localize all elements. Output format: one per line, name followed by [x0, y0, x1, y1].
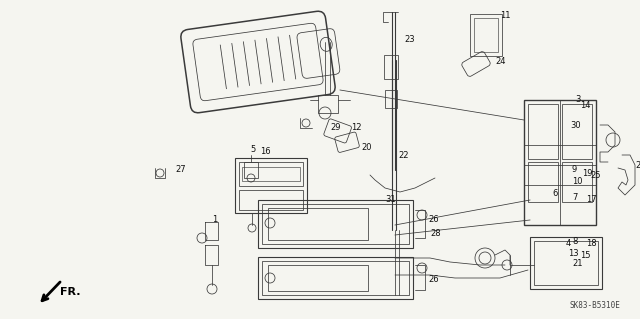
- Text: 25: 25: [590, 170, 600, 180]
- Text: 26: 26: [428, 276, 438, 285]
- Bar: [384, 55, 398, 79]
- Bar: [239, 162, 303, 186]
- Text: 23: 23: [404, 35, 415, 44]
- Bar: [528, 104, 558, 159]
- Text: 8: 8: [572, 238, 577, 247]
- Bar: [239, 190, 303, 210]
- Text: 22: 22: [398, 151, 408, 160]
- Text: 28: 28: [430, 229, 440, 239]
- Bar: [262, 261, 409, 295]
- Bar: [258, 257, 413, 299]
- Bar: [562, 104, 592, 159]
- Text: 31: 31: [385, 196, 396, 204]
- Text: 17: 17: [586, 196, 596, 204]
- Text: 2: 2: [635, 160, 640, 169]
- Bar: [268, 265, 368, 291]
- Bar: [470, 14, 502, 56]
- Text: 14: 14: [580, 101, 591, 110]
- Bar: [258, 200, 413, 248]
- Text: 20: 20: [361, 144, 371, 152]
- Text: 11: 11: [500, 11, 511, 19]
- Bar: [562, 162, 592, 202]
- Text: FR.: FR.: [60, 287, 81, 297]
- Text: 16: 16: [260, 147, 271, 157]
- Bar: [524, 100, 596, 225]
- Text: 21: 21: [572, 259, 582, 269]
- Text: 26: 26: [428, 216, 438, 225]
- Text: 1: 1: [212, 214, 217, 224]
- Text: 10: 10: [572, 177, 582, 187]
- Bar: [244, 162, 258, 178]
- Text: 5: 5: [250, 145, 255, 154]
- Text: 18: 18: [586, 240, 596, 249]
- Text: 30: 30: [570, 121, 580, 130]
- Bar: [528, 162, 558, 202]
- Text: 15: 15: [580, 251, 591, 261]
- Text: 13: 13: [568, 249, 579, 257]
- Bar: [474, 18, 498, 52]
- Text: 19: 19: [582, 168, 593, 177]
- Bar: [385, 90, 397, 108]
- Bar: [235, 158, 307, 213]
- Text: SK83-B5310E: SK83-B5310E: [569, 301, 620, 310]
- Bar: [530, 237, 602, 289]
- Text: 6: 6: [552, 189, 557, 198]
- Text: 12: 12: [351, 123, 362, 132]
- Text: 24: 24: [495, 57, 506, 66]
- Text: 27: 27: [175, 166, 186, 174]
- Text: 9: 9: [572, 166, 577, 174]
- Bar: [268, 208, 368, 240]
- Bar: [262, 204, 409, 244]
- Bar: [318, 95, 338, 113]
- Bar: [534, 241, 598, 285]
- Bar: [242, 167, 300, 181]
- Text: 7: 7: [572, 192, 577, 202]
- Text: 3: 3: [575, 95, 580, 105]
- Text: 4: 4: [566, 240, 572, 249]
- Text: 29: 29: [330, 122, 340, 131]
